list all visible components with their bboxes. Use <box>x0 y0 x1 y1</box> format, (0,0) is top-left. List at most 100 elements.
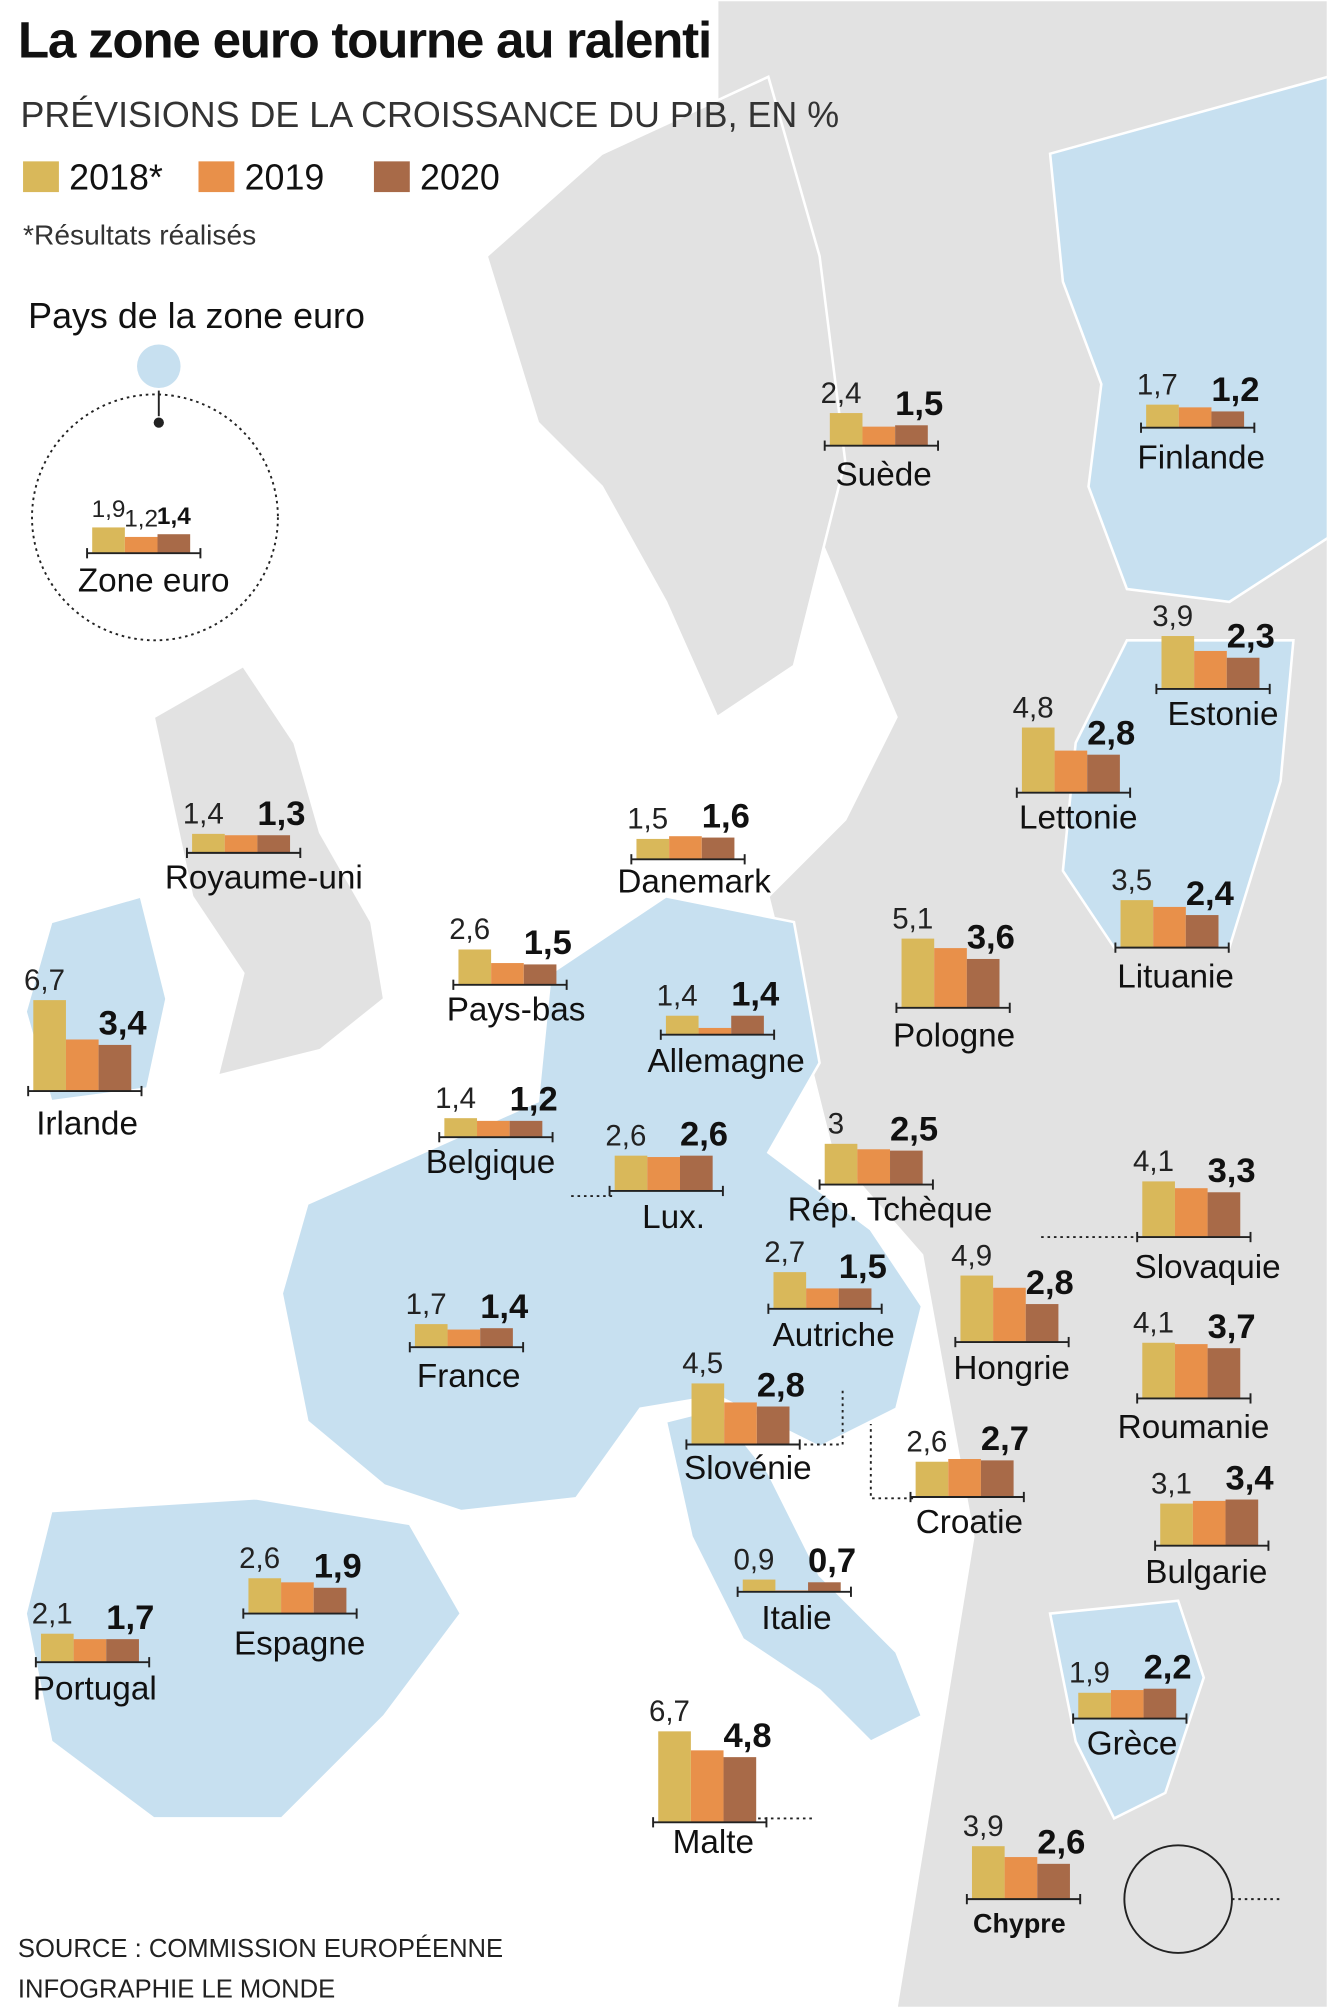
country-chart: 2,4 1,5 Suède <box>821 377 944 494</box>
bar <box>1174 1344 1208 1399</box>
country-name: Malte <box>673 1824 754 1861</box>
value-label: 3 <box>828 1108 844 1141</box>
bar <box>92 527 125 554</box>
bar <box>65 1039 99 1092</box>
bar <box>636 838 670 860</box>
bar <box>1120 900 1154 948</box>
country-name: Lettonie <box>1019 800 1137 837</box>
bar <box>701 837 735 860</box>
value-label: 3,3 <box>1208 1152 1256 1190</box>
value-label: 2,6 <box>1037 1824 1085 1862</box>
bar <box>477 1120 510 1138</box>
legend-swatch <box>373 161 410 193</box>
bar <box>124 536 158 554</box>
arrow-slovenie <box>791 1389 844 1446</box>
country-name: Danemark <box>617 864 771 901</box>
bar <box>862 426 896 446</box>
bar <box>679 1155 713 1191</box>
country-chart: 5,1 3,6 Pologne <box>892 902 1015 1054</box>
value-label: 1,5 <box>627 803 668 836</box>
land-scandinavia <box>485 75 847 720</box>
value-label: 4,5 <box>682 1347 723 1380</box>
legend-swatch <box>23 161 59 193</box>
bar <box>1207 1348 1241 1399</box>
bar <box>948 1459 981 1498</box>
country-chart: 1,4 1,4 Allemagne <box>647 975 804 1079</box>
bar <box>98 1044 132 1092</box>
country-name: Belgique <box>426 1144 556 1181</box>
bar <box>669 836 702 860</box>
bar <box>1225 1499 1259 1546</box>
country-chart: 2,6 1,5 Pays-bas <box>447 913 586 1028</box>
country-chart: 1,7 1,4 France <box>406 1288 529 1395</box>
value-label: 1,5 <box>524 924 572 962</box>
country-chart: 0,9 0,7 Italie <box>733 1542 856 1637</box>
country-chart: 1,91,21,4 Zone euro <box>78 496 230 599</box>
country-chart: 2,6 1,9 Espagne <box>234 1542 365 1663</box>
value-label: 3,5 <box>1111 864 1152 897</box>
bar <box>1174 1188 1208 1238</box>
bar <box>1207 1192 1241 1238</box>
bar <box>724 1402 757 1445</box>
bar <box>1192 1500 1226 1546</box>
bar <box>1025 1304 1059 1343</box>
bar <box>742 1579 776 1592</box>
country-name: Grèce <box>1087 1725 1178 1762</box>
source: SOURCE : COMMISSION EUROPÉENNE <box>18 1934 503 1963</box>
credit: INFOGRAPHIE LE MONDE <box>18 1976 335 2004</box>
value-label: 2,4 <box>1186 875 1235 913</box>
country-name: Slovénie <box>684 1450 812 1487</box>
euro-swatch <box>137 344 181 389</box>
country-name: Bulgarie <box>1145 1554 1267 1591</box>
bar <box>614 1155 648 1191</box>
country-chart: 1,7 1,2 Finlande <box>1137 368 1265 476</box>
value-label: 1,4 <box>731 975 780 1013</box>
bar <box>1142 1342 1175 1399</box>
value-label: 2,1 <box>32 1597 73 1630</box>
bar <box>444 1118 478 1138</box>
country-chart: 3,1 3,4 Bulgarie <box>1145 1459 1274 1591</box>
value-label: 1,2 <box>124 506 158 533</box>
bar <box>971 1846 1005 1900</box>
value-label: 1,9 <box>1069 1657 1110 1690</box>
bar <box>313 1587 347 1614</box>
bar <box>895 425 928 446</box>
value-label: 2,8 <box>757 1366 805 1404</box>
bar <box>447 1329 481 1348</box>
country-chart: 4,5 2,8 Slovénie <box>682 1347 811 1487</box>
value-label: 2,6 <box>906 1425 947 1458</box>
value-label: 6,7 <box>24 964 65 997</box>
bar <box>1226 657 1260 689</box>
country-name: Lux. <box>642 1199 705 1236</box>
bar <box>1037 1863 1070 1900</box>
value-label: 1,6 <box>702 797 750 835</box>
country-chart: 2,6 2,6 Lux. <box>605 1115 728 1236</box>
country-name: Suède <box>835 456 931 493</box>
bar <box>773 1272 807 1309</box>
bar <box>1087 754 1120 793</box>
value-label: 1,7 <box>406 1288 447 1321</box>
country-chart: 2,1 1,7 Portugal <box>32 1597 157 1707</box>
title: La zone euro tourne au ralenti <box>18 12 711 69</box>
bar <box>73 1639 107 1663</box>
bar <box>980 1460 1014 1498</box>
value-label: 2,3 <box>1227 617 1275 655</box>
country-name: Autriche <box>773 1317 895 1354</box>
country-chart: 2,7 1,5 Autriche <box>764 1236 894 1354</box>
bar <box>509 1120 543 1138</box>
euro-legend-label: Pays de la zone euro <box>28 296 365 336</box>
value-label: 1,9 <box>92 496 126 523</box>
bar <box>808 1582 841 1592</box>
value-label: 4,1 <box>1133 1307 1174 1340</box>
legend-label: 2018* <box>69 158 163 198</box>
bar <box>1153 906 1186 948</box>
value-label: 3,4 <box>99 1005 148 1043</box>
bar <box>1161 636 1195 689</box>
value-label: 4,1 <box>1133 1145 1174 1178</box>
country-name: Zone euro <box>78 563 230 600</box>
value-label: 0,7 <box>808 1542 856 1580</box>
country-name: Pologne <box>893 1017 1015 1054</box>
land-italy <box>664 1407 924 1744</box>
value-label: 2,6 <box>605 1119 646 1152</box>
